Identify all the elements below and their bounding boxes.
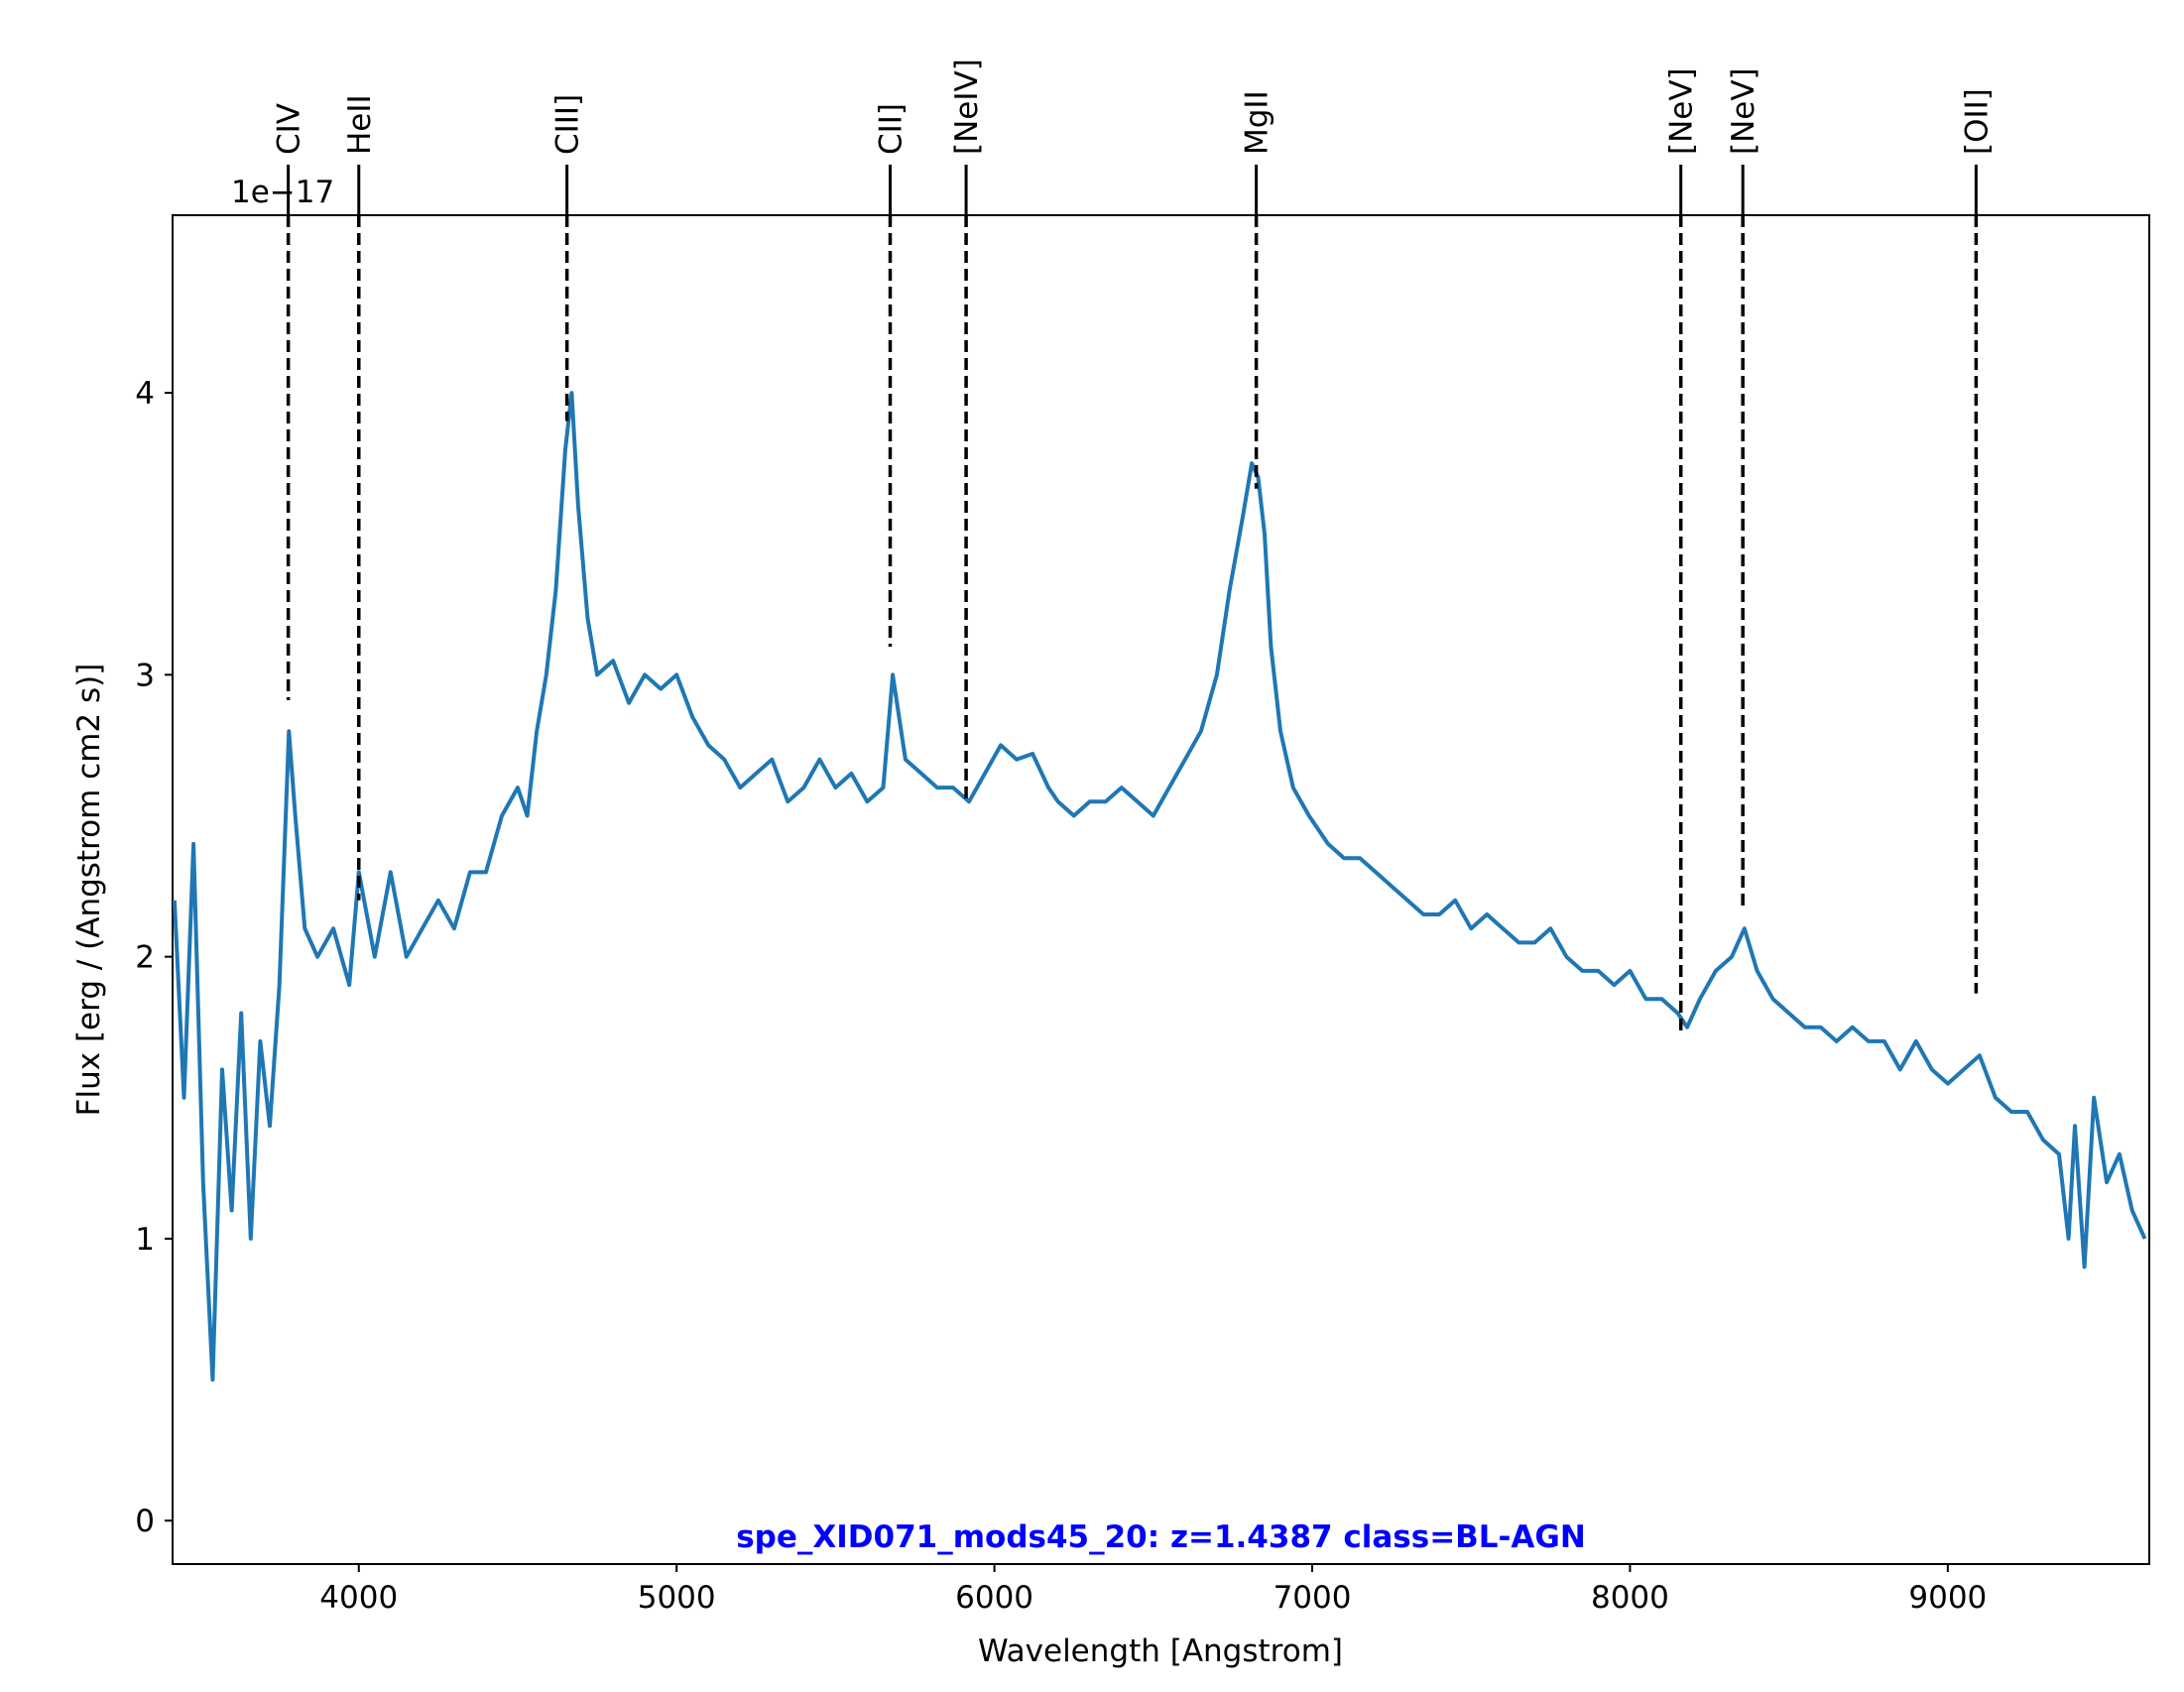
x-tick-label: 6000 [955,1580,1033,1616]
spectrum-line [172,391,2147,1383]
x-tick-label: 5000 [638,1580,716,1616]
y-tick-label: 4 [135,376,155,412]
line-label: [OII] [1959,88,1995,155]
x-tick-label: 7000 [1274,1580,1352,1616]
axes-frame [172,214,2150,1565]
line-label: MgII [1240,90,1275,155]
line-label: CIV [272,103,307,155]
y-offset-label: 1e−17 [231,175,334,210]
x-tick-label: 9000 [1908,1580,1987,1616]
line-label: HeII [342,94,378,155]
y-tick-label: 0 [135,1504,155,1539]
y-tick-label: 2 [135,940,155,976]
line-label: [NeV] [1726,67,1761,155]
line-label: CIII] [550,94,586,155]
x-axis-label: Wavelength [Angstrom] [978,1633,1343,1669]
chart-title: spe_XID071_mods45_20: z=1.4387 class=BL-… [736,1519,1586,1555]
x-tick-label: 4000 [319,1580,398,1616]
line-label: [NeIV] [949,59,985,155]
line-label: [NeV] [1664,67,1700,155]
y-tick-label: 3 [135,658,155,693]
line-label: CII] [874,103,910,155]
x-tick-label: 8000 [1591,1580,1669,1616]
y-axis-label: Flux [erg / (Angstrom cm2 s)] [71,664,107,1117]
y-tick-label: 1 [135,1222,155,1258]
